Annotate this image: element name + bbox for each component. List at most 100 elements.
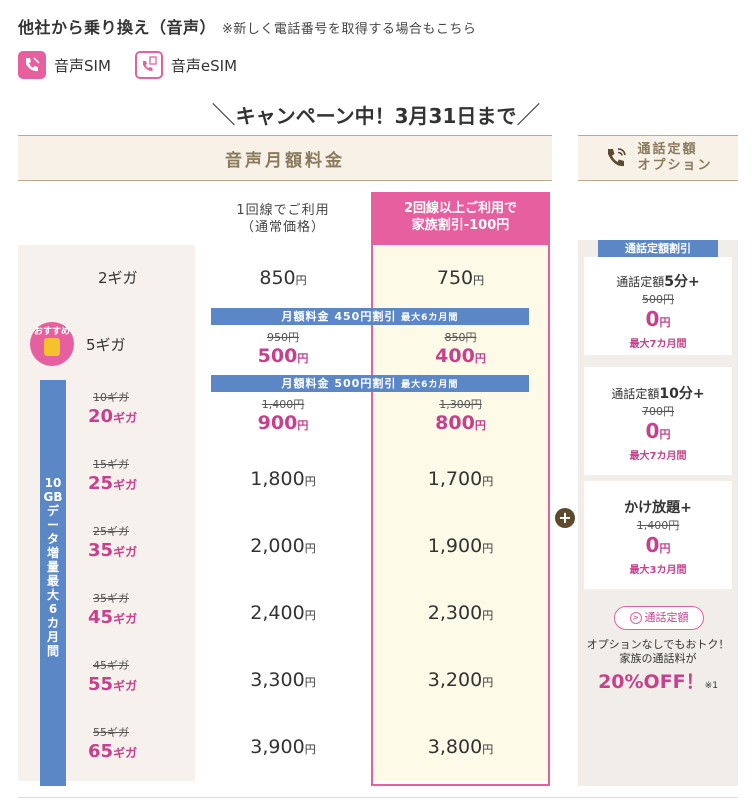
yen-unit: 円 (482, 743, 494, 756)
family-call-discount: 20%OFF！※1 (578, 667, 738, 694)
yen-unit: 円 (304, 542, 316, 555)
discount-band-text: 月額料金 450円割引 (281, 310, 402, 323)
page-title-note: ※新しく電話番号を取得する場合もこちら (222, 22, 477, 37)
option-card-unlimited: かけ放題+ 1,400円 0円 最大3カ月間 (584, 481, 732, 589)
price-family-value: 750 (436, 267, 474, 289)
yen-unit: 円 (482, 676, 494, 689)
data-size-value: 55 (88, 674, 114, 695)
giga-unit: ギガ (113, 746, 138, 760)
discount-band-period: 最大6カ月間 (401, 380, 459, 390)
price-family: 400円 (371, 344, 550, 371)
price-single: 3,300円 (250, 669, 315, 691)
discount-band-period: 最大6カ月間 (401, 313, 459, 323)
price-single-old: 950円 (267, 331, 299, 344)
fee-table-header: 音声月額料金 (18, 135, 552, 181)
page-title-text: 他社から乗り換え（音声） (18, 18, 217, 37)
option-card-price-value: 0 (645, 533, 660, 557)
price-single-value: 850 (259, 267, 296, 289)
option-card-title-post: + (692, 386, 705, 402)
price-single: 850円 (259, 267, 306, 289)
price-single: 900円 (195, 411, 371, 438)
discount-band-5gb: 月額料金 450円割引 最大6カ月間 (211, 308, 529, 325)
yen-unit: 円 (304, 609, 316, 622)
yen-unit: 円 (482, 542, 494, 555)
side-label-char: 大 (46, 588, 59, 602)
footnote-marker: ※1 (704, 681, 718, 691)
data-size-value: 45 (88, 607, 114, 628)
option-panel-title: 通話定額割引 (598, 240, 718, 257)
price-family-value: 400 (435, 345, 475, 367)
data-size-new: 25ギガ (88, 473, 137, 494)
data-size-value: 20 (88, 406, 114, 427)
data-size-value: 25 (88, 473, 114, 494)
option-card-price: 0円 (584, 419, 732, 447)
yen-unit: 円 (304, 676, 316, 689)
giga-unit: ギガ (113, 478, 138, 492)
option-card-title-post: + (680, 500, 692, 516)
table-row: 45ギガ 55ギガ 3,300円 3,200円 (18, 647, 550, 714)
price-single-value: 1,800 (250, 468, 305, 490)
giga-unit: ギガ (113, 679, 138, 693)
option-header-line1: 通話定額 (637, 142, 698, 157)
price-single-value: 2,000 (250, 535, 305, 557)
call-option-button[interactable]: > 通話定額 (614, 606, 704, 630)
data-size-old: 10ギガ (93, 391, 129, 404)
giga-unit: ギガ (113, 411, 138, 425)
data-size-new: 55ギガ (88, 674, 137, 695)
plus-icon: + (555, 508, 575, 528)
side-label-char: 量 (46, 560, 59, 574)
option-card-title-bold: かけ放題 (624, 500, 681, 516)
price-family-value: 3,800 (427, 736, 483, 758)
giga-unit: ギガ (113, 545, 138, 559)
column-header-single-line2: （通常価格） (240, 220, 325, 235)
campaign-banner: ＼キャンペーン中！3月31日まで／ (211, 101, 541, 129)
data-size-value: 35 (88, 540, 114, 561)
data-size-new: 35ギガ (88, 540, 137, 561)
discount-band-20gb: 月額料金 500円割引 最大6カ月間 (211, 375, 529, 392)
option-panel: 通話定額割引 通話定額5分+ 500円 0円 最大7カ月間 通話定額10分+ 7… (578, 240, 738, 786)
price-family-value: 800 (435, 412, 475, 434)
sim-type-voice-sim: 音声SIM (18, 51, 111, 79)
sim-type-label: 音声SIM (54, 56, 111, 75)
yen-unit: 円 (482, 609, 494, 622)
yen-unit: 円 (473, 274, 485, 287)
option-note-line2: 家族の通話料が (619, 652, 697, 665)
option-card-price-value: 0 (645, 419, 660, 443)
price-single: 3,900円 (250, 736, 315, 758)
price-single: 2,000円 (250, 535, 315, 557)
column-header-family-line2: 家族割引-100円 (411, 218, 510, 233)
price-family: 750円 (437, 267, 484, 289)
yen-unit: 円 (474, 352, 486, 365)
column-header-family-line1: 2回線以上ご利用で (403, 201, 518, 216)
price-single-value: 2,400 (250, 602, 305, 624)
recommend-label: おすすめ (33, 327, 70, 337)
option-card-title-pre: 通話定額 (611, 387, 660, 401)
data-size-old: 35ギガ (93, 592, 129, 605)
data-size-old: 45ギガ (93, 659, 129, 672)
chevron-right-icon: > (629, 612, 642, 624)
sim-type-list: 音声SIM 音声eSIM (18, 51, 261, 79)
side-label-char: 6 (48, 602, 58, 616)
option-card-title: かけ放題+ (584, 497, 732, 517)
price-single: 500円 (195, 344, 371, 371)
option-card-title-post: + (688, 274, 700, 290)
option-card-title-bold: 5分 (664, 274, 689, 290)
data-boost-side-label: 10 GB デ ー タ 増 量 最 大 6 カ 月 間 (40, 380, 66, 786)
price-single-value: 500 (257, 345, 298, 367)
option-header: 通話定額 オプション (578, 135, 738, 181)
side-label-char: 増 (46, 546, 59, 560)
option-header-line2: オプション (637, 158, 713, 173)
option-card-10min: 通話定額10分+ 700円 0円 最大7カ月間 (584, 367, 732, 475)
option-card-period: 最大7カ月間 (629, 451, 687, 462)
price-single-value: 3,900 (250, 736, 305, 758)
yen-unit: 円 (304, 743, 316, 756)
option-card-period: 最大7カ月間 (629, 339, 687, 350)
option-card-price: 0円 (584, 533, 732, 561)
option-card-old-price: 1,400円 (636, 519, 680, 532)
side-label-char: タ (46, 532, 59, 546)
data-size-value: 65 (88, 741, 114, 762)
price-family: 1,700円 (428, 468, 493, 490)
option-card-title: 通話定額10分+ (584, 383, 732, 403)
price-single-old: 1,400円 (261, 398, 305, 411)
option-card-price-value: 0 (645, 307, 660, 331)
